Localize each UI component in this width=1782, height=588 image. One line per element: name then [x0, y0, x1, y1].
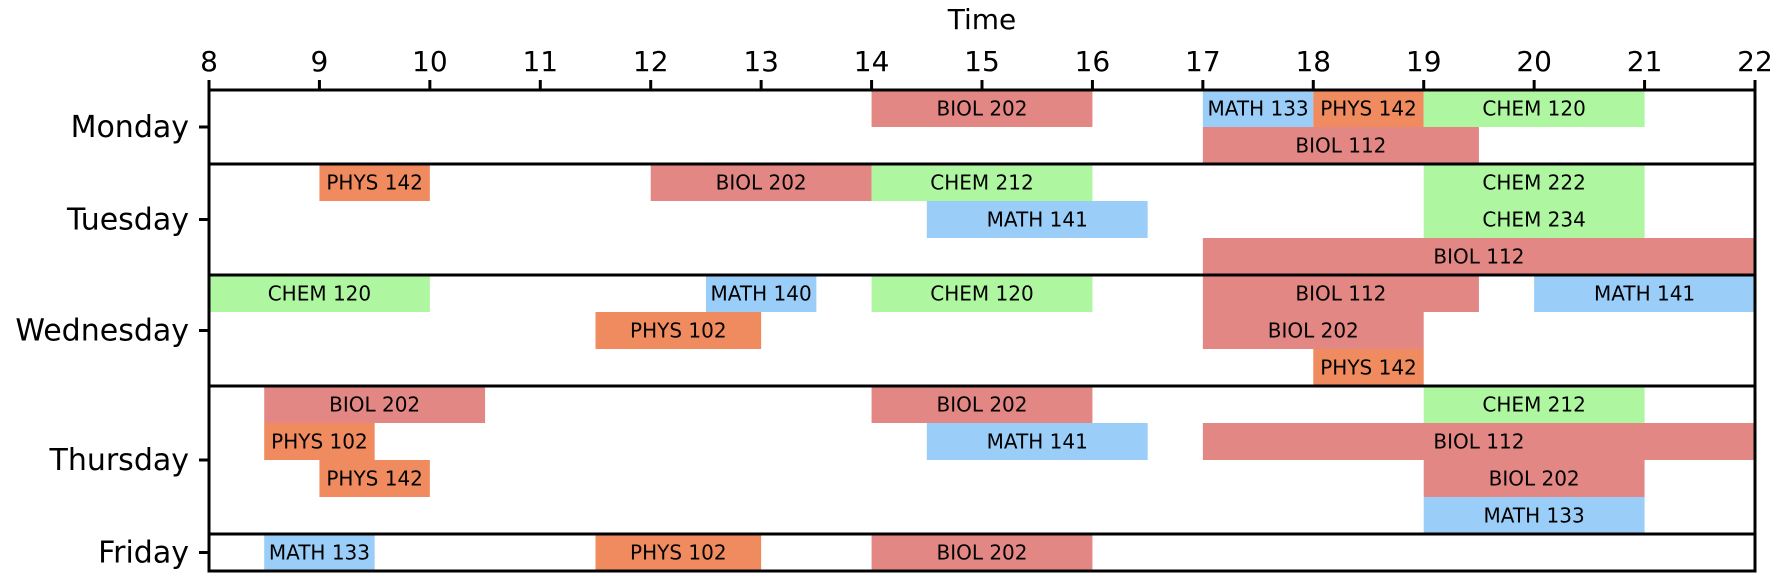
- class-bar-phys-102: [595, 312, 762, 349]
- x-tick-label: 21: [1627, 45, 1663, 78]
- class-bar-label: MATH 133: [1207, 97, 1308, 121]
- x-tick-label: 8: [200, 45, 218, 78]
- day-label-thursday: Thursday: [49, 443, 190, 478]
- class-bar-chem-222: [1423, 164, 1645, 201]
- x-tick-label: 16: [1075, 45, 1111, 78]
- class-bar-biol-202: [871, 90, 1093, 127]
- class-bar-phys-102: [264, 423, 375, 460]
- class-bar-math-140: [705, 275, 817, 312]
- x-axis-title: Time: [947, 3, 1017, 36]
- class-bar-label: PHYS 102: [630, 319, 727, 343]
- class-bar-label: BIOL 112: [1433, 245, 1524, 269]
- class-bar-biol-202: [871, 386, 1093, 423]
- class-bar-math-141: [926, 201, 1148, 238]
- class-bar-phys-142: [1313, 90, 1424, 127]
- class-bar-label: BIOL 112: [1433, 430, 1524, 454]
- class-bar-math-133: [1423, 497, 1645, 534]
- class-bar-biol-202: [264, 386, 486, 423]
- day-label-friday: Friday: [98, 536, 189, 571]
- x-tick-label: 13: [743, 45, 779, 78]
- class-bar-label: MATH 141: [987, 208, 1088, 232]
- class-bar-chem-120: [871, 275, 1093, 312]
- x-tick-label: 19: [1406, 45, 1442, 78]
- x-ticks-layer: 8 9 10 11 12 13 14 15 16 17 18 19 20 21 22: [200, 45, 1773, 92]
- class-bar-label: CHEM 212: [1482, 393, 1585, 417]
- class-bar-label: MATH 141: [987, 430, 1088, 454]
- x-tick-label: 18: [1295, 45, 1331, 78]
- x-tick-label: 14: [854, 45, 890, 78]
- class-bar-biol-202: [650, 164, 872, 201]
- x-tick-label: 10: [412, 45, 448, 78]
- class-bar-math-141: [1534, 275, 1755, 312]
- class-bar-biol-202: [871, 534, 1093, 571]
- class-bar-label: CHEM 120: [1482, 97, 1585, 121]
- class-bar-phys-142: [319, 460, 430, 497]
- class-bar-label: BIOL 202: [1268, 319, 1359, 343]
- class-bar-math-133: [264, 534, 375, 571]
- class-bar-label: PHYS 142: [326, 467, 423, 491]
- class-bar-label: CHEM 222: [1482, 171, 1585, 195]
- class-bar-label: BIOL 112: [1295, 282, 1386, 306]
- class-bar-label: PHYS 142: [326, 171, 423, 195]
- class-bar-label: BIOL 202: [936, 393, 1027, 417]
- class-bar-math-141: [926, 423, 1148, 460]
- day-label-tuesday: Tuesday: [66, 203, 189, 238]
- class-bar-chem-120: [209, 275, 430, 312]
- class-bar-label: BIOL 202: [936, 541, 1027, 565]
- day-label-wednesday: Wednesday: [15, 314, 189, 349]
- x-tick-label: 11: [522, 45, 558, 78]
- class-bar-biol-112: [1202, 238, 1755, 275]
- class-bar-phys-102: [595, 534, 762, 571]
- class-bar-biol-112: [1202, 423, 1755, 460]
- class-bar-biol-202: [1202, 312, 1424, 349]
- class-bar-label: PHYS 142: [1320, 356, 1417, 380]
- class-bar-math-133: [1202, 90, 1314, 127]
- class-bar-biol-112: [1202, 127, 1479, 164]
- class-bar-label: MATH 133: [269, 541, 370, 565]
- class-bar-chem-120: [1423, 90, 1645, 127]
- class-bar-chem-212: [1423, 386, 1645, 423]
- class-bar-label: MATH 141: [1594, 282, 1695, 306]
- x-tick-label: 12: [633, 45, 669, 78]
- class-bar-label: PHYS 102: [630, 541, 727, 565]
- class-bar-label: MATH 140: [711, 282, 812, 306]
- x-tick-label: 20: [1516, 45, 1552, 78]
- x-tick-label: 15: [964, 45, 1000, 78]
- class-bar-label: BIOL 112: [1295, 134, 1386, 158]
- class-bar-label: PHYS 142: [1320, 97, 1417, 121]
- class-bar-label: PHYS 102: [271, 430, 368, 454]
- x-axis: Time: [947, 3, 1017, 36]
- class-bar-chem-234: [1423, 201, 1645, 238]
- x-tick-label: 17: [1185, 45, 1221, 78]
- class-bar-label: CHEM 120: [930, 282, 1033, 306]
- class-bar-label: CHEM 120: [268, 282, 371, 306]
- day-label-monday: Monday: [71, 110, 189, 145]
- class-bar-label: CHEM 212: [930, 171, 1033, 195]
- class-bar-biol-202: [1423, 460, 1645, 497]
- class-bar-label: BIOL 202: [716, 171, 807, 195]
- class-bar-label: CHEM 234: [1482, 208, 1585, 232]
- class-bar-label: MATH 133: [1484, 504, 1585, 528]
- day-labels-layer: Monday Tuesday Wednesday Thursday Friday: [15, 110, 209, 571]
- class-bar-phys-142: [1313, 349, 1424, 386]
- class-bar-label: BIOL 202: [936, 97, 1027, 121]
- x-tick-label: 22: [1737, 45, 1773, 78]
- class-bar-label: BIOL 202: [329, 393, 420, 417]
- bars-layer: BIOL 202 MATH 133 PHYS 142 CHEM 120 BIOL 112…: [209, 90, 1755, 571]
- class-bar-phys-142: [319, 164, 430, 201]
- class-bar-chem-212: [871, 164, 1093, 201]
- class-bar-biol-112: [1202, 275, 1479, 312]
- x-tick-label: 9: [311, 45, 329, 78]
- class-bar-label: BIOL 202: [1489, 467, 1580, 491]
